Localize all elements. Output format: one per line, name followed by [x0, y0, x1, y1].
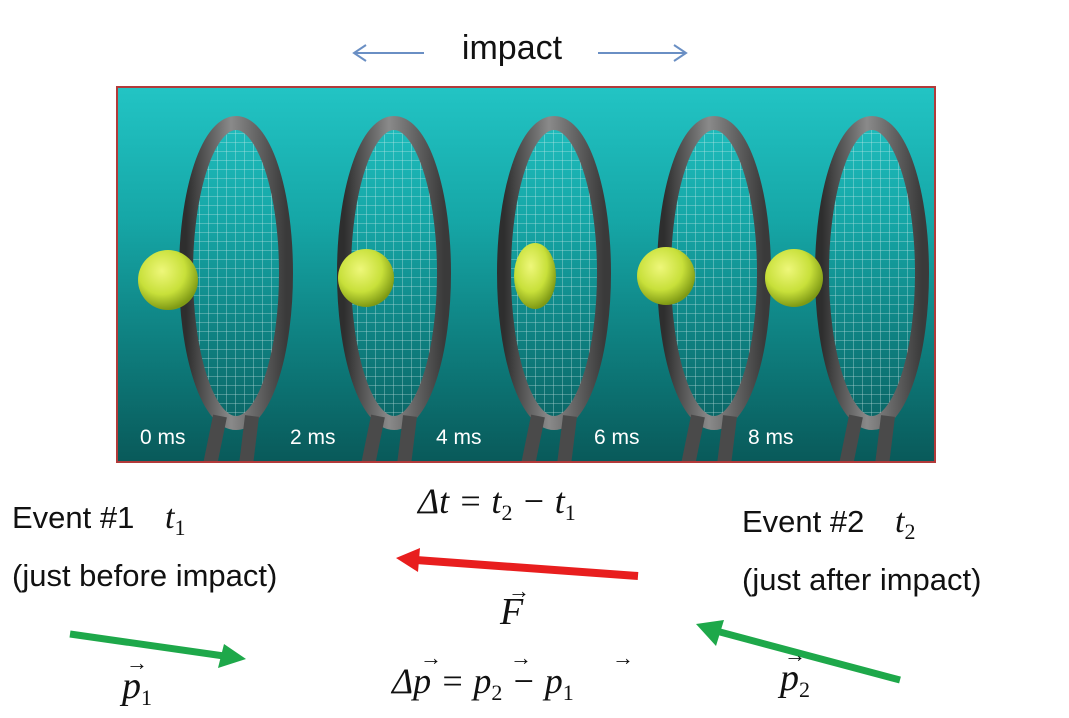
event1-block: Event #1 t1 (just before impact): [12, 494, 392, 600]
impact-frames-panel: 0 ms 2 ms 4 ms 6 ms 8 ms: [116, 86, 936, 463]
momentum-p1-arrow: [69, 630, 246, 668]
tennis-ball-6ms: [637, 247, 695, 305]
impact-arrow-right: [598, 44, 688, 62]
frame-label-8ms: 8 ms: [748, 426, 794, 449]
momentum-p2-symbol: → p 2: [780, 642, 810, 702]
event2-block: Event #2 t2 (just after impact): [742, 498, 1067, 604]
force-arrow: [396, 548, 639, 580]
delta-t-equation: Δt = t2 − t1: [418, 481, 576, 525]
tennis-ball-0ms: [138, 250, 198, 310]
tennis-ball-2ms: [338, 249, 394, 307]
event2-time: t2: [895, 503, 916, 544]
event2-title: Event #2: [742, 504, 865, 539]
tennis-ball-8ms: [765, 249, 823, 307]
racket-frame-2ms: [337, 116, 451, 461]
event1-time: t1: [165, 499, 186, 540]
force-symbol: → F: [500, 578, 530, 633]
racket-frame-4ms: [497, 116, 611, 461]
tennis-ball-4ms: [514, 243, 556, 309]
event1-title: Event #1: [12, 500, 135, 535]
racket-frames-illustration: [138, 116, 929, 461]
frame-label-6ms: 6 ms: [594, 426, 640, 449]
racket-frame-6ms: [637, 116, 771, 461]
frame-label-4ms: 4 ms: [436, 426, 482, 449]
momentum-p2-arrow: [696, 620, 901, 684]
frame-label-0ms: 0 ms: [140, 426, 186, 449]
racket-frame-8ms: [765, 116, 929, 461]
momentum-p1-symbol: → p 1: [122, 650, 152, 710]
impact-arrow-left: [352, 44, 424, 62]
frame-label-2ms: 2 ms: [290, 426, 336, 449]
delta-p-equation: → → → Δp = p2 − p1: [392, 645, 634, 705]
event2-note: (just after impact): [742, 562, 982, 597]
event1-note: (just before impact): [12, 558, 278, 593]
racket-frame-0ms: [138, 116, 293, 461]
impact-label: impact: [430, 22, 594, 74]
